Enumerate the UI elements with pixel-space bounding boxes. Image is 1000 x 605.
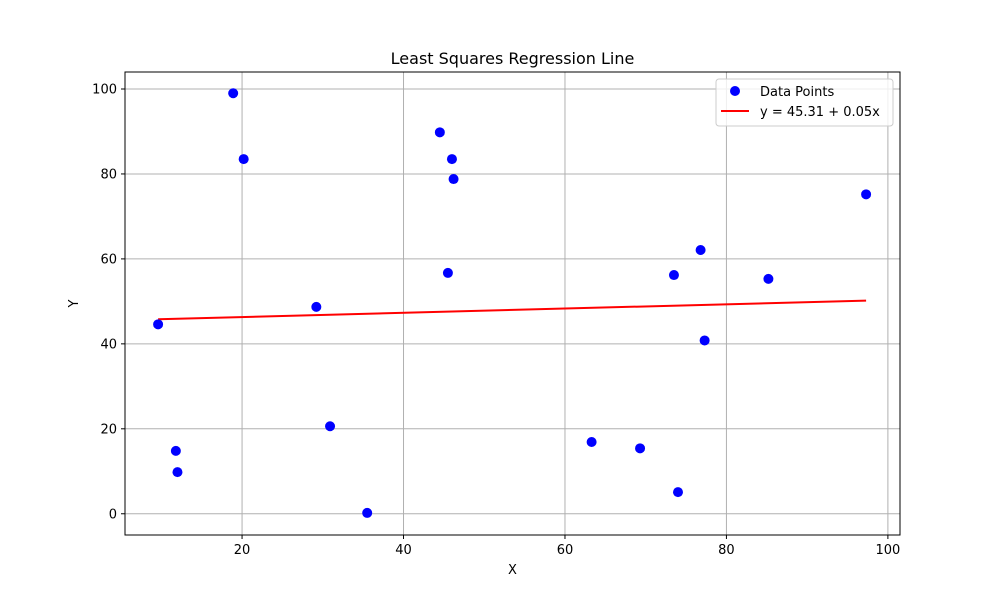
y-tick-label: 60 <box>100 252 117 267</box>
data-point <box>442 267 453 278</box>
data-point <box>446 154 457 165</box>
plot-frame <box>124 71 901 536</box>
legend: Data Points y = 45.31 + 0.05x <box>715 78 894 127</box>
data-point <box>699 335 710 346</box>
data-point <box>586 436 597 447</box>
data-point <box>172 467 183 478</box>
data-point <box>434 127 445 138</box>
y-tick-label: 40 <box>100 337 117 352</box>
x-tick-label: 60 <box>557 543 574 558</box>
data-point <box>362 507 373 518</box>
y-tick-label: 100 <box>92 82 117 97</box>
y-tick-label: 20 <box>100 422 117 437</box>
data-point <box>448 174 459 185</box>
data-point <box>635 443 646 454</box>
grid <box>125 72 900 535</box>
y-axis-label: Y <box>67 299 82 308</box>
regression-line <box>158 299 867 321</box>
data-point <box>668 270 679 281</box>
data-point <box>695 244 706 255</box>
x-tick-label: 80 <box>718 543 735 558</box>
data-point <box>311 301 322 312</box>
data-point <box>238 154 249 165</box>
axis-ticks: 20 40 60 80 100 0 20 40 60 80 100 <box>92 82 900 558</box>
legend-label-data-points: Data Points <box>760 85 834 100</box>
data-point <box>170 445 181 456</box>
legend-box <box>715 78 894 127</box>
x-tick-label: 40 <box>395 543 412 558</box>
legend-label-regression: y = 45.31 + 0.05x <box>760 105 880 120</box>
data-point <box>153 319 164 330</box>
x-tick-label: 100 <box>875 543 900 558</box>
data-point <box>325 421 336 432</box>
chart-title: Least Squares Regression Line <box>391 49 635 68</box>
data-point <box>672 487 683 498</box>
y-tick-label: 80 <box>100 167 117 182</box>
x-tick-label: 20 <box>234 543 251 558</box>
data-point <box>228 88 239 99</box>
legend-marker-data-points <box>730 86 740 96</box>
y-tick-label: 0 <box>109 507 117 522</box>
data-point <box>763 273 774 284</box>
x-axis-label: X <box>508 563 517 578</box>
data-point <box>861 189 872 200</box>
data-layer <box>153 88 872 518</box>
